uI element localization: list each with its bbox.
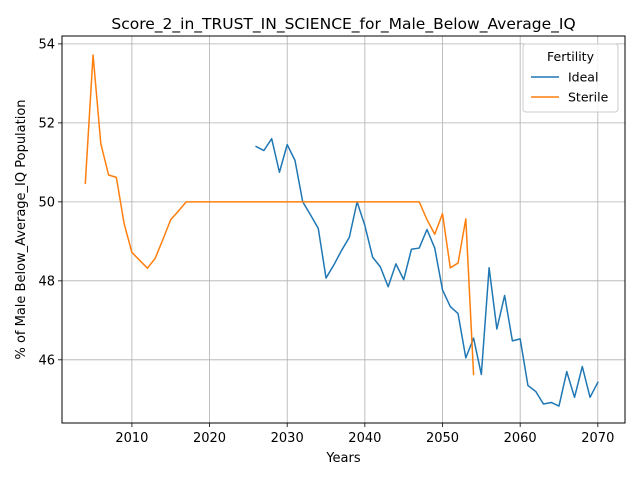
legend-title: Fertility xyxy=(547,49,595,64)
chart-title: Score_2_in_TRUST_IN_SCIENCE_for_Male_Bel… xyxy=(111,15,575,34)
y-tick-label: 54 xyxy=(38,37,55,52)
x-tick-label: 2050 xyxy=(426,431,459,446)
series-line-ideal xyxy=(255,137,599,407)
y-tick-label: 50 xyxy=(38,195,55,210)
legend-label-ideal: Ideal xyxy=(568,70,598,85)
series-lines xyxy=(84,54,599,407)
series-line-sterile xyxy=(84,54,475,376)
y-tick-label: 46 xyxy=(38,353,55,368)
y-axis-ticks: 46 48 50 52 54 xyxy=(38,37,62,368)
x-axis-ticks: 2010 2020 2030 2040 2050 2060 2070 xyxy=(115,423,614,446)
y-axis-label: % of Male Below_Average_IQ Population xyxy=(14,99,29,359)
x-tick-label: 2020 xyxy=(193,431,226,446)
legend: Fertility Ideal Sterile xyxy=(522,43,619,113)
x-tick-label: 2060 xyxy=(504,431,537,446)
legend-box xyxy=(522,43,619,113)
x-tick-label: 2010 xyxy=(115,431,148,446)
x-tick-label: 2070 xyxy=(581,431,614,446)
x-tick-label: 2040 xyxy=(348,431,381,446)
y-tick-label: 48 xyxy=(38,274,55,289)
y-tick-label: 52 xyxy=(38,116,55,131)
x-axis-label: Years xyxy=(325,451,361,466)
legend-label-sterile: Sterile xyxy=(568,90,609,105)
plot-frame xyxy=(61,35,626,424)
x-tick-label: 2030 xyxy=(271,431,304,446)
